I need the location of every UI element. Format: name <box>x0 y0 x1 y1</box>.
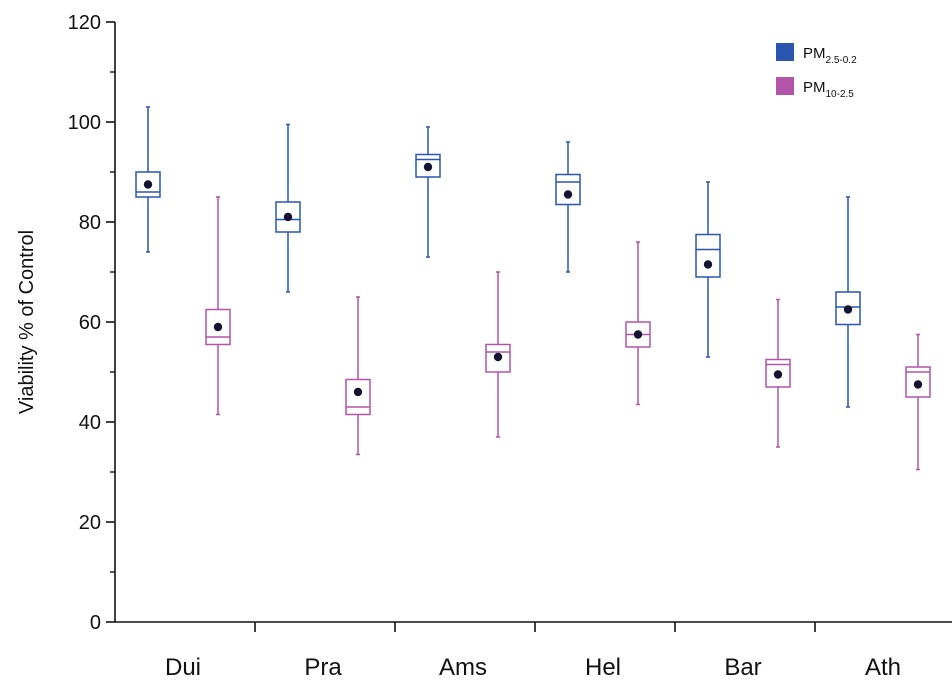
mean-point <box>493 352 503 362</box>
y-tick-label: 0 <box>90 612 101 634</box>
box-dui-series-0 <box>135 106 161 253</box>
box-iqr <box>415 153 441 178</box>
legend-label-pm-coarse: PM10-2.5 <box>803 79 854 100</box>
mean-point <box>563 190 573 199</box>
box-iqr <box>135 171 161 198</box>
x-category-label: Bar <box>724 654 761 681</box>
y-tick-label: 20 <box>79 512 101 534</box>
box-iqr <box>835 291 861 326</box>
mean-point <box>843 305 853 314</box>
axes <box>114 22 952 623</box>
x-category-label: Ams <box>439 654 487 681</box>
mean-point <box>283 212 293 222</box>
mean-point <box>213 322 223 332</box>
y-tick-label: 120 <box>68 12 101 34</box>
box-dui-series-1 <box>205 196 231 416</box>
box-iqr <box>485 343 511 373</box>
box-bar-series-1 <box>765 298 791 448</box>
y-axis-title: Viability % of Control <box>16 230 38 414</box>
box-hel-series-1 <box>625 241 651 406</box>
legend-label-pm-fine: PM2.5-0.2 <box>803 45 857 66</box>
legend: PM2.5-0.2 PM10-2.5 <box>776 43 857 100</box>
box-ath-series-0 <box>835 196 861 408</box>
mean-point <box>353 387 363 397</box>
mean-point <box>773 370 783 379</box>
mean-point <box>703 260 713 269</box>
box-ams-series-1 <box>485 271 511 438</box>
box-hel-series-0 <box>555 141 581 273</box>
box-iqr <box>555 173 581 206</box>
box-pra-series-1 <box>345 296 371 456</box>
x-category-label: Dui <box>165 654 201 681</box>
box-iqr <box>765 358 791 388</box>
x-ticks: Dui Pra Ams Hel Bar Ath <box>165 622 901 681</box>
box-ams-series-0 <box>415 126 441 258</box>
box-iqr <box>905 366 931 398</box>
box-iqr <box>275 201 301 233</box>
legend-swatch-pm-fine <box>776 43 794 61</box>
y-tick-label: 80 <box>79 212 101 234</box>
y-tick-label: 60 <box>79 312 101 334</box>
x-category-label: Ath <box>865 654 901 681</box>
box-iqr <box>345 378 371 416</box>
legend-swatch-pm-coarse <box>776 77 794 95</box>
boxes <box>135 106 931 471</box>
y-ticks: 0 20 40 60 80 100 120 <box>68 12 115 634</box>
box-ath-series-1 <box>905 333 931 471</box>
mean-point <box>633 330 643 339</box>
y-tick-label: 40 <box>79 412 101 434</box>
box-pra-series-0 <box>275 123 301 293</box>
x-category-label: Hel <box>585 654 621 681</box>
box-bar-series-0 <box>695 181 721 358</box>
mean-point <box>423 162 433 172</box>
mean-point <box>143 180 153 189</box>
box-iqr <box>205 308 231 346</box>
y-tick-label: 100 <box>68 112 101 134</box>
box-iqr <box>695 233 721 278</box>
x-category-label: Pra <box>304 654 342 681</box>
mean-point <box>913 380 923 389</box>
